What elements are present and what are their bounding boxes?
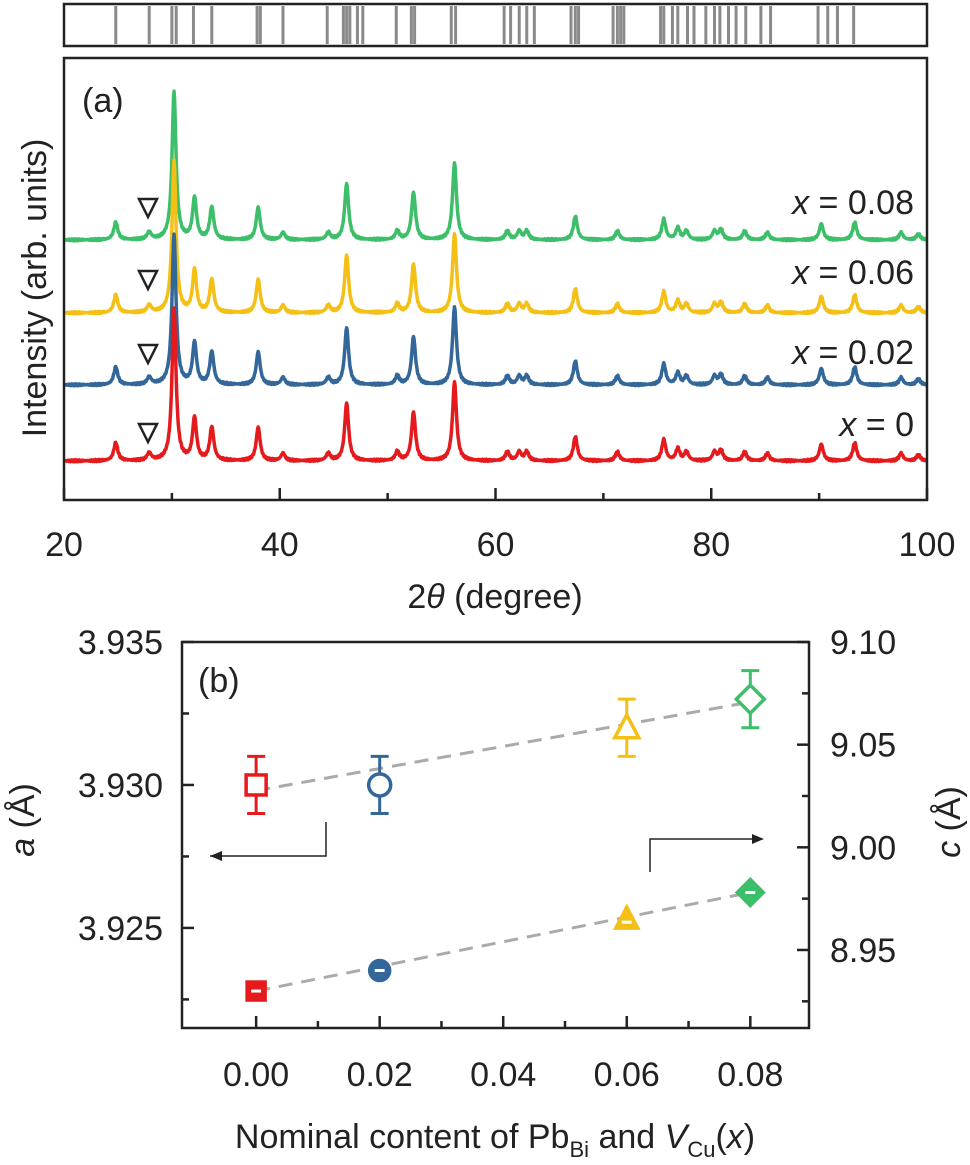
x-tick-label: 0.02 — [347, 1056, 413, 1094]
impurity-marker — [136, 343, 160, 366]
x-tick-label: 100 — [899, 526, 956, 564]
right-y-tick-label: 9.00 — [830, 829, 896, 867]
curve-x006 — [62, 158, 929, 316]
panel-b-right-ylabel: c (Å) — [930, 786, 968, 858]
curve-x0 — [62, 306, 929, 464]
curve-label-x002: x = 0.02 — [790, 334, 914, 372]
x-tick-label: 20 — [45, 526, 83, 564]
x-tick-label: 60 — [477, 526, 515, 564]
left-y-tick-label: 3.930 — [78, 767, 163, 805]
point-a-x002 — [366, 772, 393, 798]
panel-b-ticks — [182, 640, 809, 1028]
panel-a-x-tick-labels: 20 40 60 80 100 — [45, 526, 955, 564]
reference-tick-strip — [62, 2, 929, 48]
curve-labels: x = 0.08 x = 0.06 x = 0.02 x = 0 — [790, 184, 914, 444]
panel-a-ylabel: Intensity (arb. units) — [16, 139, 54, 438]
panel-b-tick-labels: 0.00 0.02 0.04 0.06 0.08 3.925 3.930 3.935 8.95 9… — [78, 624, 896, 1094]
right-y-tick-label: 9.05 — [830, 727, 896, 765]
x-tick-label: 0.04 — [470, 1056, 536, 1094]
point-a-x008 — [733, 682, 767, 716]
right-axis-arrow — [649, 834, 764, 872]
right-y-tick-label: 9.10 — [830, 624, 896, 662]
panel-b-xlabel: Nominal content of PbBi and VCu(x) — [235, 1118, 755, 1162]
impurity-markers — [136, 197, 160, 445]
panel-a: 20 40 60 80 100 (a) x = 0.08 x = 0.06 x = 0.… — [16, 56, 955, 616]
x-tick-label: 0.08 — [717, 1056, 783, 1094]
x-tick-label: 0.00 — [223, 1056, 289, 1094]
fit-line-a — [255, 700, 751, 793]
impurity-marker — [136, 269, 160, 292]
curve-label-x008: x = 0.08 — [790, 184, 914, 222]
reference-ticks — [114, 6, 856, 44]
curve-label-x0: x = 0 — [837, 406, 914, 444]
x-tick-label: 40 — [261, 526, 299, 564]
panel-b-label: (b) — [198, 662, 240, 700]
panel-b: 0.00 0.02 0.04 0.06 0.08 3.925 3.930 3.935 8.95 9… — [4, 624, 968, 1162]
panel-b-frame — [180, 640, 811, 1030]
x-tick-label: 80 — [692, 526, 730, 564]
impurity-marker — [136, 197, 160, 220]
panel-a-label: (a) — [82, 82, 124, 120]
point-a-x0 — [244, 773, 268, 797]
point-c-x006 — [612, 903, 641, 930]
left-axis-arrow — [210, 822, 327, 861]
x-tick-label: 0.06 — [594, 1056, 660, 1094]
panel-a-xlabel: 2θ (degree) — [407, 578, 582, 616]
left-y-tick-label: 3.935 — [78, 624, 163, 662]
xrd-curves — [62, 89, 929, 464]
reference-strip-frame — [62, 2, 929, 48]
curve-label-x006: x = 0.06 — [790, 254, 914, 292]
left-y-tick-label: 3.925 — [78, 910, 163, 948]
panel-b-left-ylabel: a (Å) — [4, 783, 42, 857]
fit-line-c — [255, 891, 751, 993]
curve-x002 — [62, 232, 929, 388]
lattice-plot — [244, 669, 767, 1002]
curve-x008 — [62, 89, 929, 243]
right-y-tick-label: 8.95 — [830, 932, 896, 970]
point-a-x006 — [611, 710, 642, 740]
impurity-marker — [136, 422, 160, 445]
panel-a-x-ticks — [62, 488, 929, 500]
